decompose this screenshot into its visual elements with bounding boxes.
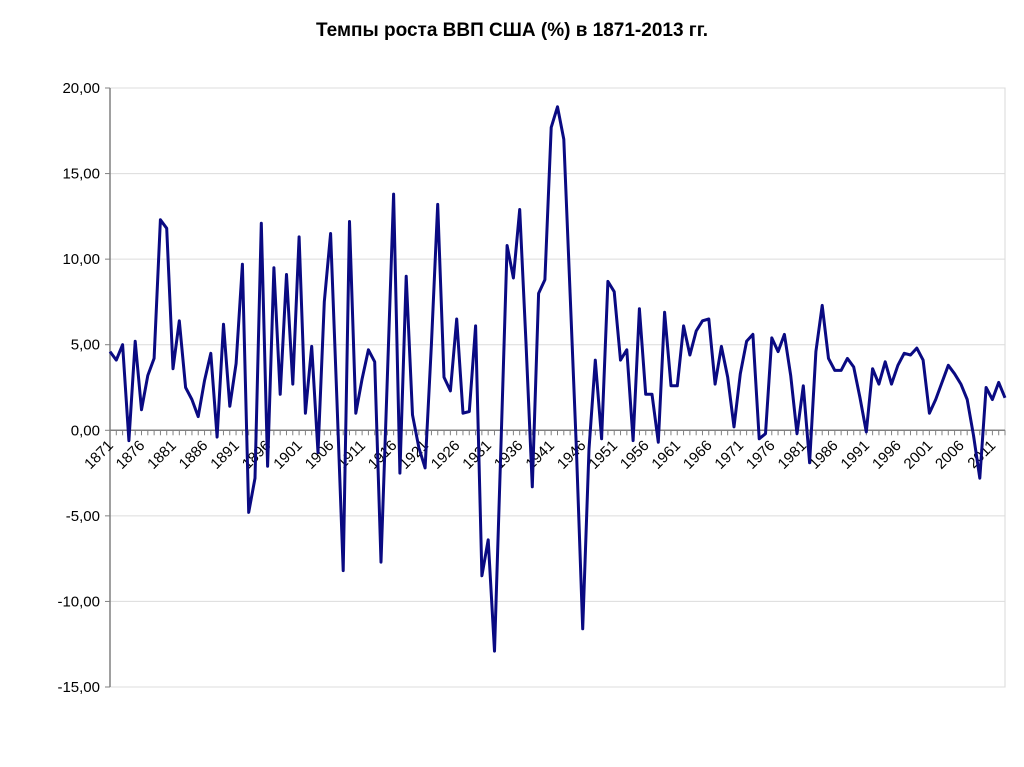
chart-title: Темпы роста ВВП США (%) в 1871-2013 гг. — [315, 20, 708, 41]
data-series-line — [108, 105, 1007, 653]
y-tick-label: 20,00 — [62, 80, 100, 97]
x-tick-label: 1876 — [113, 437, 149, 473]
x-tick-label: 2006 — [932, 437, 968, 473]
y-tick-label: 10,00 — [62, 251, 100, 268]
x-tick-label: 1881 — [144, 437, 180, 473]
x-tick-label: 1996 — [869, 437, 905, 473]
x-tick-label: 1901 — [270, 437, 306, 473]
x-tick-label: 1966 — [680, 437, 716, 473]
y-tick-label: 0,00 — [71, 422, 100, 439]
x-tick-label: 1871 — [81, 437, 117, 473]
y-tick-label: -5,00 — [66, 508, 100, 525]
x-tick-label: 1946 — [554, 437, 590, 473]
y-tick-label: 15,00 — [62, 166, 100, 183]
x-tick-label: 1916 — [365, 437, 401, 473]
x-tick-label: 1981 — [775, 437, 811, 473]
x-tick-label: 1976 — [743, 437, 779, 473]
x-tick-label: 1886 — [176, 437, 212, 473]
x-tick-label: 1961 — [648, 437, 684, 473]
y-tick-label: -10,00 — [57, 593, 100, 610]
x-tick-label: 1991 — [838, 437, 874, 473]
x-tick-label: 1956 — [617, 437, 653, 473]
x-tick-label: 2001 — [901, 437, 937, 473]
x-tick-label: 1891 — [207, 437, 243, 473]
x-tick-label: 1936 — [491, 437, 527, 473]
y-tick-label: -15,00 — [57, 679, 100, 696]
x-tick-label: 1941 — [522, 437, 558, 473]
y-tick-label: 5,00 — [71, 337, 100, 354]
x-tick-label: 1971 — [711, 437, 747, 473]
x-tick-label: 1926 — [428, 437, 464, 473]
